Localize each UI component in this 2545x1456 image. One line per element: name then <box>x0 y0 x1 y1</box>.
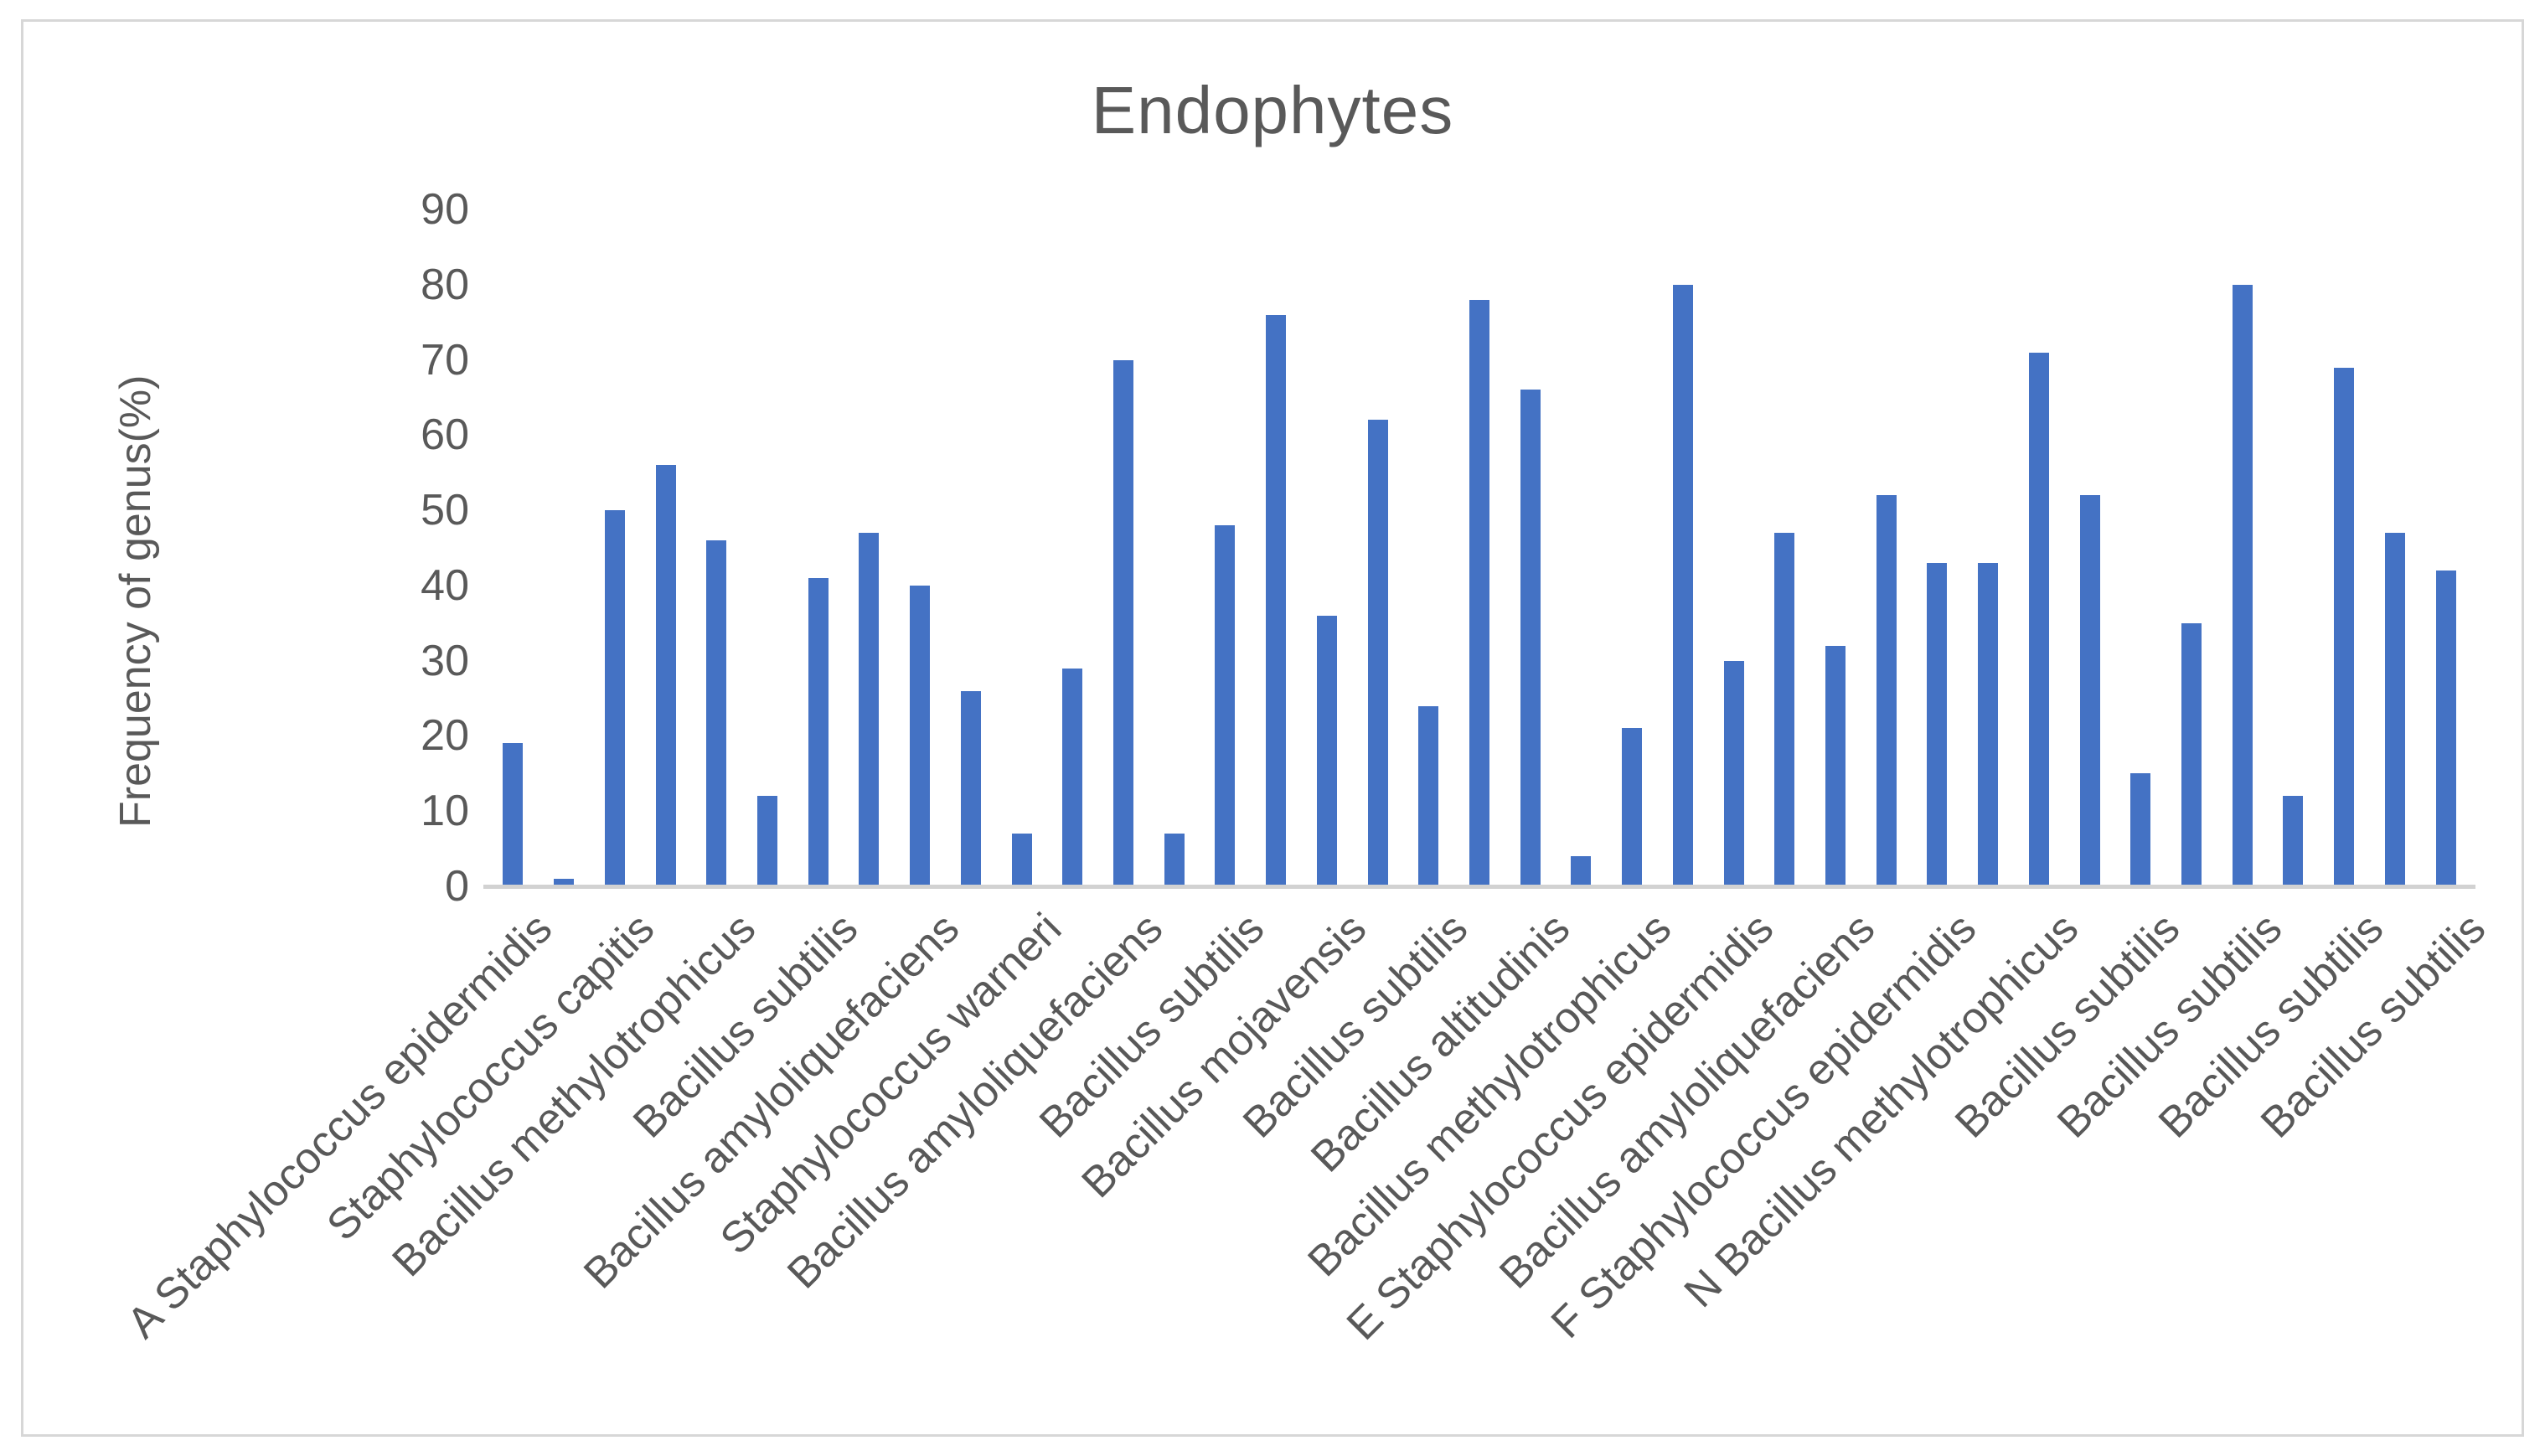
y-tick-label: 30 <box>421 636 469 685</box>
bar <box>1825 645 1846 886</box>
bar <box>910 585 931 886</box>
y-tick-label: 40 <box>421 560 469 610</box>
bar <box>1978 562 1999 886</box>
bar <box>1927 562 1948 886</box>
bar <box>1571 856 1592 886</box>
bar <box>1062 668 1083 886</box>
bar <box>1520 390 1541 886</box>
bar <box>2435 570 2456 886</box>
bar <box>1112 359 1133 886</box>
y-tick-label: 90 <box>421 185 469 234</box>
bar <box>655 465 676 886</box>
bar <box>2079 495 2100 886</box>
y-tick-label: 60 <box>421 410 469 460</box>
bar <box>1723 660 1744 886</box>
chart-title: Endophytes <box>1091 73 1454 147</box>
y-tick-label: 0 <box>445 862 469 911</box>
bar <box>1316 615 1337 886</box>
bar <box>706 540 727 886</box>
bar <box>554 879 575 886</box>
bar <box>1774 533 1795 886</box>
y-tick-label: 80 <box>421 260 469 309</box>
bar <box>1367 420 1388 886</box>
plot-area <box>488 209 2471 886</box>
bar <box>1672 284 1693 886</box>
bar <box>2283 796 2304 886</box>
bar <box>2232 284 2253 886</box>
y-tick-label: 20 <box>421 711 469 761</box>
bar <box>1215 525 1236 886</box>
bar <box>2028 352 2049 886</box>
bar <box>2334 367 2355 886</box>
bar <box>808 577 829 886</box>
y-axis-title: Frequency of genus(%) <box>111 374 160 829</box>
bar <box>859 533 880 886</box>
bar <box>2384 533 2405 886</box>
bar <box>2130 773 2151 886</box>
bar <box>960 690 981 886</box>
bar <box>1469 299 1489 886</box>
bar <box>1622 728 1643 886</box>
bar <box>1876 495 1897 886</box>
bar <box>756 796 777 886</box>
bar <box>1011 834 1032 886</box>
bar <box>503 743 524 886</box>
bar <box>1266 314 1287 886</box>
bar <box>1164 834 1185 886</box>
bar <box>2181 622 2202 886</box>
y-tick-label: 50 <box>421 486 469 535</box>
y-tick-label: 70 <box>421 335 469 385</box>
x-axis-line <box>483 885 2475 889</box>
bar <box>604 510 625 886</box>
bar <box>1418 705 1439 886</box>
y-tick-label: 10 <box>421 787 469 836</box>
